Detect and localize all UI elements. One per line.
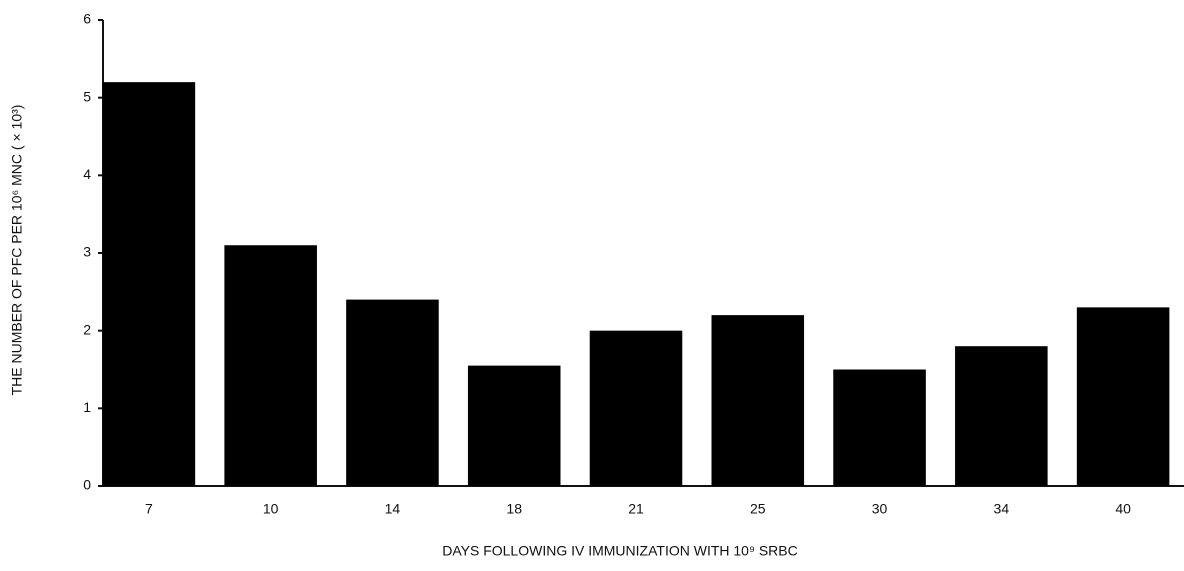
x-tick-label: 40 — [1115, 501, 1131, 517]
bar — [589, 330, 683, 486]
x-tick-label: 21 — [628, 501, 644, 517]
y-tick-label: 6 — [83, 11, 91, 27]
y-tick-label: 3 — [83, 244, 91, 260]
bar — [224, 245, 317, 486]
y-tick-label: 1 — [83, 399, 91, 415]
bar — [1076, 307, 1170, 486]
x-tick-label: 25 — [750, 501, 766, 517]
x-tick-label: 30 — [872, 501, 888, 517]
x-axis-label: DAYS FOLLOWING IV IMMUNIZATION WITH 10⁹ … — [442, 543, 798, 559]
bar — [955, 346, 1048, 486]
x-tick-label: 10 — [263, 501, 279, 517]
x-tick-label: 7 — [145, 501, 153, 517]
x-tick-label: 14 — [385, 501, 401, 517]
bar — [833, 369, 926, 486]
y-tick-label: 0 — [83, 477, 91, 493]
bar — [711, 315, 805, 486]
bar — [102, 82, 196, 486]
bar — [346, 299, 439, 486]
y-tick-label: 2 — [83, 321, 91, 337]
x-tick-label: 34 — [994, 501, 1010, 517]
y-tick-label: 5 — [83, 88, 91, 104]
y-tick-label: 4 — [83, 166, 91, 182]
y-axis-label: THE NUMBER OF PFC PER 10⁶ MNC ( × 10³) — [9, 105, 25, 396]
x-tick-label: 18 — [506, 501, 522, 517]
bar — [467, 365, 561, 486]
